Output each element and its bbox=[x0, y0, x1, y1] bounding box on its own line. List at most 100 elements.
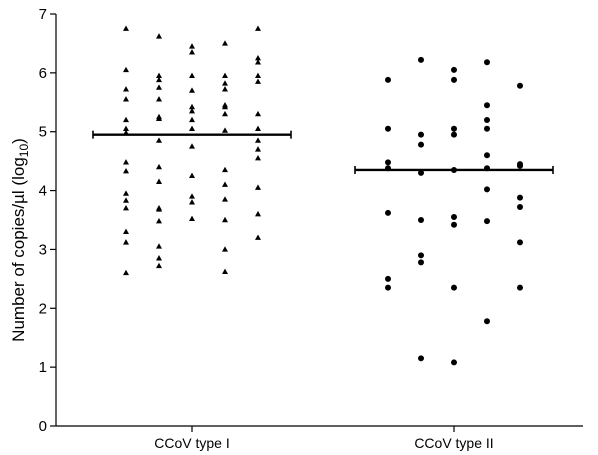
data-point-circle bbox=[451, 221, 457, 228]
data-point-triangle bbox=[156, 206, 162, 212]
data-point-circle bbox=[484, 152, 490, 159]
data-point-circle bbox=[418, 252, 424, 259]
data-point-circle bbox=[484, 59, 490, 66]
data-point-triangle bbox=[156, 255, 162, 261]
data-point-triangle bbox=[255, 234, 261, 240]
data-point-circle bbox=[385, 125, 391, 132]
data-point-triangle bbox=[222, 72, 228, 78]
data-point-triangle bbox=[156, 163, 162, 170]
y-tick-label: 2 bbox=[39, 300, 47, 317]
data-point-circle bbox=[451, 284, 457, 291]
series-2 bbox=[354, 56, 554, 366]
data-point-triangle bbox=[123, 86, 129, 92]
data-point-triangle bbox=[255, 110, 261, 117]
data-point-triangle bbox=[222, 80, 228, 86]
data-point-circle bbox=[418, 217, 424, 223]
data-point-circle bbox=[451, 125, 457, 132]
data-point-circle bbox=[385, 275, 391, 282]
data-point-triangle bbox=[255, 210, 261, 217]
data-point-circle bbox=[418, 355, 424, 362]
data-point-circle bbox=[451, 66, 457, 73]
data-point-triangle bbox=[189, 215, 195, 222]
data-point-triangle bbox=[255, 78, 261, 84]
y-tick-label: 3 bbox=[39, 241, 47, 258]
data-point-triangle bbox=[222, 86, 228, 92]
data-point-circle bbox=[451, 214, 457, 221]
y-tick-label: 5 bbox=[39, 124, 47, 141]
data-point-circle bbox=[517, 239, 523, 246]
data-point-circle bbox=[484, 186, 490, 193]
data-point-circle bbox=[451, 359, 457, 366]
data-point-circle bbox=[418, 259, 424, 266]
data-point-circle bbox=[484, 116, 490, 123]
data-point-triangle bbox=[156, 76, 162, 83]
data-marks bbox=[92, 25, 554, 366]
data-point-triangle bbox=[222, 216, 228, 223]
data-point-circle bbox=[484, 318, 490, 325]
data-point-triangle bbox=[255, 54, 261, 61]
data-point-triangle bbox=[123, 239, 129, 245]
data-point-triangle bbox=[189, 103, 195, 110]
series-1 bbox=[92, 25, 292, 276]
data-point-triangle bbox=[156, 217, 162, 224]
data-point-triangle bbox=[255, 146, 261, 152]
data-point-triangle bbox=[189, 125, 195, 131]
data-point-triangle bbox=[189, 107, 195, 114]
data-point-triangle bbox=[156, 72, 162, 78]
data-point-circle bbox=[418, 141, 424, 148]
data-point-triangle bbox=[123, 190, 129, 196]
data-point-circle bbox=[517, 82, 523, 89]
data-point-circle bbox=[451, 76, 457, 83]
data-point-triangle bbox=[222, 127, 228, 133]
data-point-circle bbox=[385, 284, 391, 291]
data-point-triangle bbox=[189, 172, 195, 179]
data-point-triangle bbox=[123, 228, 129, 234]
data-point-triangle bbox=[255, 137, 261, 143]
data-point-triangle bbox=[222, 103, 228, 110]
axes: 0 1 2 3 4 5 6 7 CCoV type I CCoV type II bbox=[39, 6, 583, 451]
x-ticks: CCoV type I CCoV type II bbox=[154, 426, 494, 451]
data-point-triangle bbox=[156, 84, 162, 90]
data-point-triangle bbox=[123, 269, 129, 276]
data-point-triangle bbox=[189, 43, 195, 49]
data-point-circle bbox=[385, 76, 391, 83]
data-point-circle bbox=[418, 169, 424, 176]
data-point-triangle bbox=[123, 205, 129, 211]
y-tick-label: 4 bbox=[39, 183, 47, 200]
y-ticks: 0 1 2 3 4 5 6 7 bbox=[39, 6, 56, 435]
data-point-triangle bbox=[222, 196, 228, 202]
x-category-label: CCoV type II bbox=[414, 435, 493, 451]
y-tick-label: 1 bbox=[39, 359, 47, 376]
data-point-triangle bbox=[123, 25, 129, 31]
data-point-triangle bbox=[156, 137, 162, 143]
data-point-triangle bbox=[255, 72, 261, 78]
data-point-triangle bbox=[123, 159, 129, 165]
data-point-triangle bbox=[189, 87, 195, 93]
data-point-triangle bbox=[123, 66, 129, 73]
x-category-label: CCoV type I bbox=[154, 435, 229, 451]
data-point-triangle bbox=[255, 155, 261, 161]
data-point-triangle bbox=[123, 197, 129, 203]
data-point-triangle bbox=[255, 184, 261, 190]
data-point-circle bbox=[418, 56, 424, 63]
data-point-triangle bbox=[222, 40, 228, 46]
data-point-triangle bbox=[189, 193, 195, 199]
y-tick-label: 0 bbox=[39, 418, 47, 435]
data-point-triangle bbox=[156, 115, 162, 121]
data-point-triangle bbox=[156, 178, 162, 184]
data-point-circle bbox=[451, 131, 457, 138]
data-point-circle bbox=[517, 284, 523, 291]
data-point-circle bbox=[385, 159, 391, 166]
data-point-circle bbox=[385, 209, 391, 216]
data-point-triangle bbox=[123, 96, 129, 102]
data-point-triangle bbox=[189, 116, 195, 123]
data-point-circle bbox=[517, 162, 523, 169]
data-point-triangle bbox=[123, 125, 129, 131]
data-point-circle bbox=[484, 102, 490, 109]
data-point-triangle bbox=[255, 125, 261, 131]
data-point-circle bbox=[484, 125, 490, 132]
data-point-circle bbox=[517, 194, 523, 201]
data-point-triangle bbox=[189, 72, 195, 78]
data-point-triangle bbox=[156, 243, 162, 249]
